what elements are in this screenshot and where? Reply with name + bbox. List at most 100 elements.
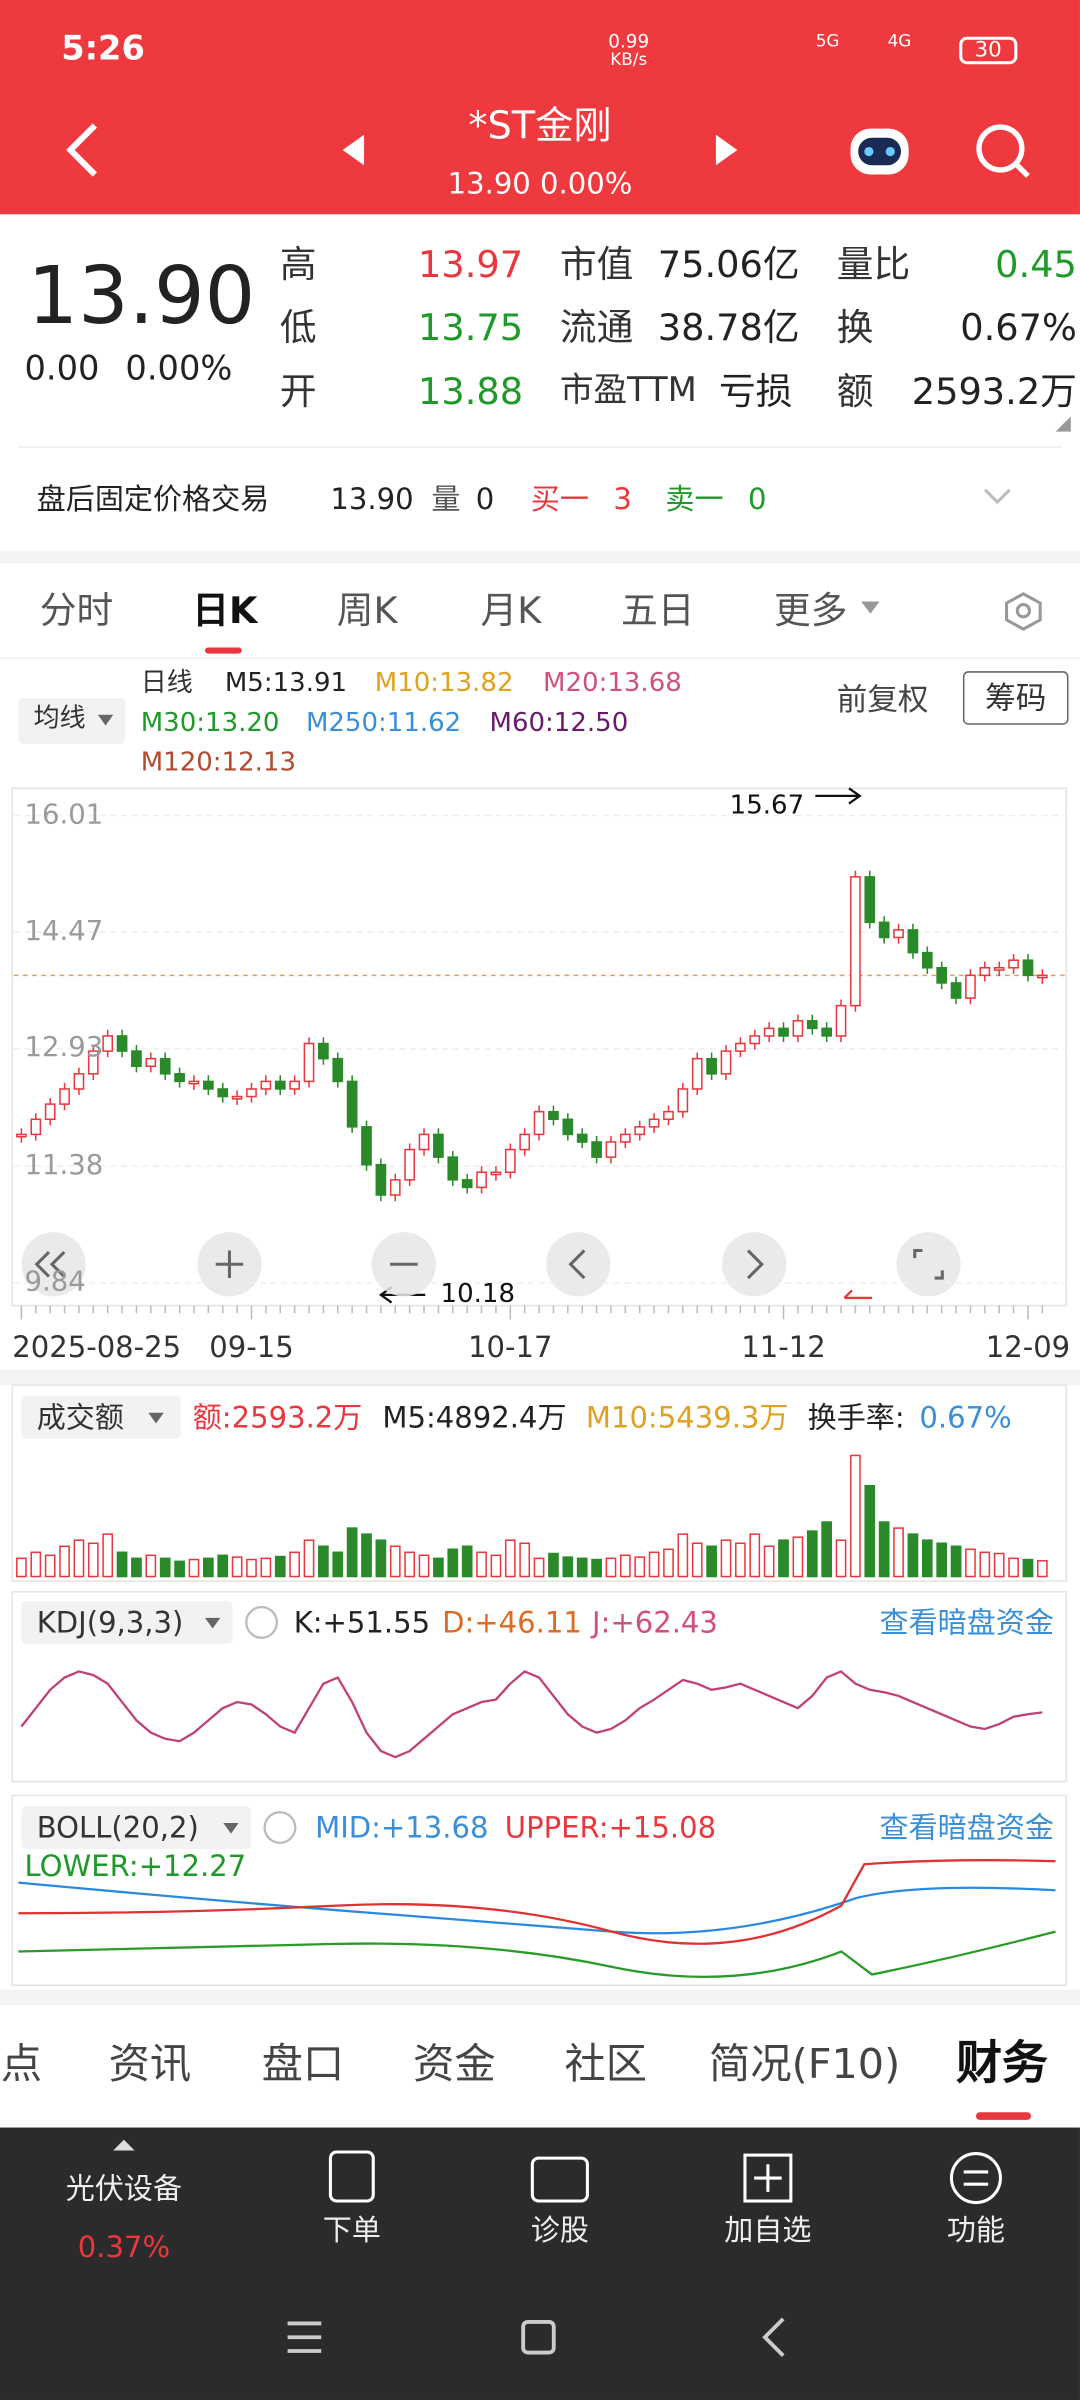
ma-selector-bg[interactable] [18,697,126,744]
nav-home[interactable] [521,2320,556,2355]
function-icon[interactable] [949,2152,1002,2205]
settings-dot [1015,603,1032,619]
link[interactable]: 查看暗盘资金 [879,1606,1054,1641]
candle [850,876,861,1007]
selector-bg[interactable] [21,1395,181,1439]
volume-bar [375,1539,387,1578]
label: 成交额 [36,1401,124,1435]
candle [16,1133,27,1138]
nav-btn[interactable] [722,1232,787,1297]
tab[interactable]: 分时 [39,589,114,633]
order-icon[interactable] [328,2150,375,2203]
tab[interactable]: 财务 [956,2037,1048,2091]
label: 高 [279,243,317,287]
volume-bar [562,1556,574,1578]
next-icon[interactable] [715,134,738,166]
robot-face [858,137,901,166]
tab[interactable]: 简况(F10) [709,2041,901,2089]
tab[interactable]: 资讯 [108,2041,192,2089]
tab[interactable]: 日K [192,589,258,633]
label[interactable]: 光伏设备 [65,2172,183,2207]
volume-bar [490,1554,502,1578]
candle [433,1133,444,1158]
volume-bar [44,1554,56,1578]
tab[interactable]: 周K [336,589,398,633]
volume-bar [1036,1560,1048,1578]
tab[interactable]: 资金 [413,2041,496,2089]
label: 市值 [559,243,634,287]
tab[interactable]: 社区 [564,2041,648,2089]
tool[interactable]: 诊股 [530,2214,589,2248]
back-icon[interactable] [66,123,98,177]
volume-bar [361,1533,372,1578]
volume-bar [418,1554,430,1578]
tab[interactable]: 五日 [621,589,695,633]
nav-back[interactable] [762,2317,785,2357]
candle [87,1050,99,1075]
candle [188,1080,200,1085]
help-icon[interactable] [263,1811,297,1844]
link[interactable]: 查看暗盘资金 [879,1811,1054,1846]
tab[interactable]: 更多 [774,589,848,633]
selector-bg[interactable] [21,1601,233,1644]
candle [447,1156,459,1181]
x-tick-label: 11-12 [741,1330,826,1365]
x-tick-label: 10-17 [468,1330,553,1365]
label: 0.37% [77,2230,171,2265]
price: 13.90 [27,251,256,343]
caret [148,1412,164,1424]
toolbar-bg [0,2127,1080,2400]
candle [116,1035,128,1052]
nav-menu[interactable] [287,2321,322,2353]
volume-bar [231,1556,243,1578]
label: 0.99 [608,30,650,53]
label: BOLL(20,2) [36,1811,199,1846]
tab[interactable]: 点 [0,2041,43,2089]
label: 量 [431,482,461,517]
candle [979,967,991,977]
tool[interactable]: 加自选 [724,2214,812,2248]
prev-icon[interactable] [342,134,365,166]
label: 0.67% [919,1401,1012,1435]
help-icon[interactable] [245,1605,279,1639]
nav-btn[interactable] [896,1232,961,1297]
candle [145,1057,157,1068]
diagnose-icon[interactable] [530,2156,589,2203]
volume-bar [318,1545,329,1578]
robot-eye [885,146,895,157]
label: K:+51.55 [293,1606,431,1641]
add-icon[interactable] [743,2153,793,2203]
gap [0,1989,1080,2006]
search-icon[interactable] [976,124,1025,173]
tab[interactable]: 月K [480,589,542,633]
label: M30:13.20 [140,707,280,739]
volume-bar [217,1554,229,1578]
annotation: 10.18 [440,1278,516,1310]
tab[interactable]: 盘口 [261,2041,345,2089]
volume-bar [763,1545,775,1578]
volume-bar [619,1554,631,1578]
label: J:+62.43 [591,1606,718,1641]
candle [864,876,876,924]
label: 均线 [33,703,86,734]
label: 13.75 [418,306,524,349]
candle [274,1080,286,1090]
candle [159,1057,171,1075]
tool[interactable]: 下单 [322,2214,381,2248]
tool[interactable]: 功能 [946,2214,1006,2248]
settings-icon[interactable] [1005,592,1042,631]
y-tick-label: 14.47 [24,915,104,948]
candle [763,1027,775,1037]
label: M60:12.50 [489,707,629,739]
expand-icon[interactable] [984,488,1011,505]
selector-bg[interactable] [21,1806,251,1849]
gap [0,551,1080,564]
candle [677,1088,689,1113]
label: M10:13.82 [374,668,514,699]
caret [223,1822,239,1834]
label: D:+46.11 [442,1606,582,1641]
chips-button[interactable] [962,671,1069,725]
candle [993,967,1005,971]
nav-btn[interactable] [546,1232,611,1297]
